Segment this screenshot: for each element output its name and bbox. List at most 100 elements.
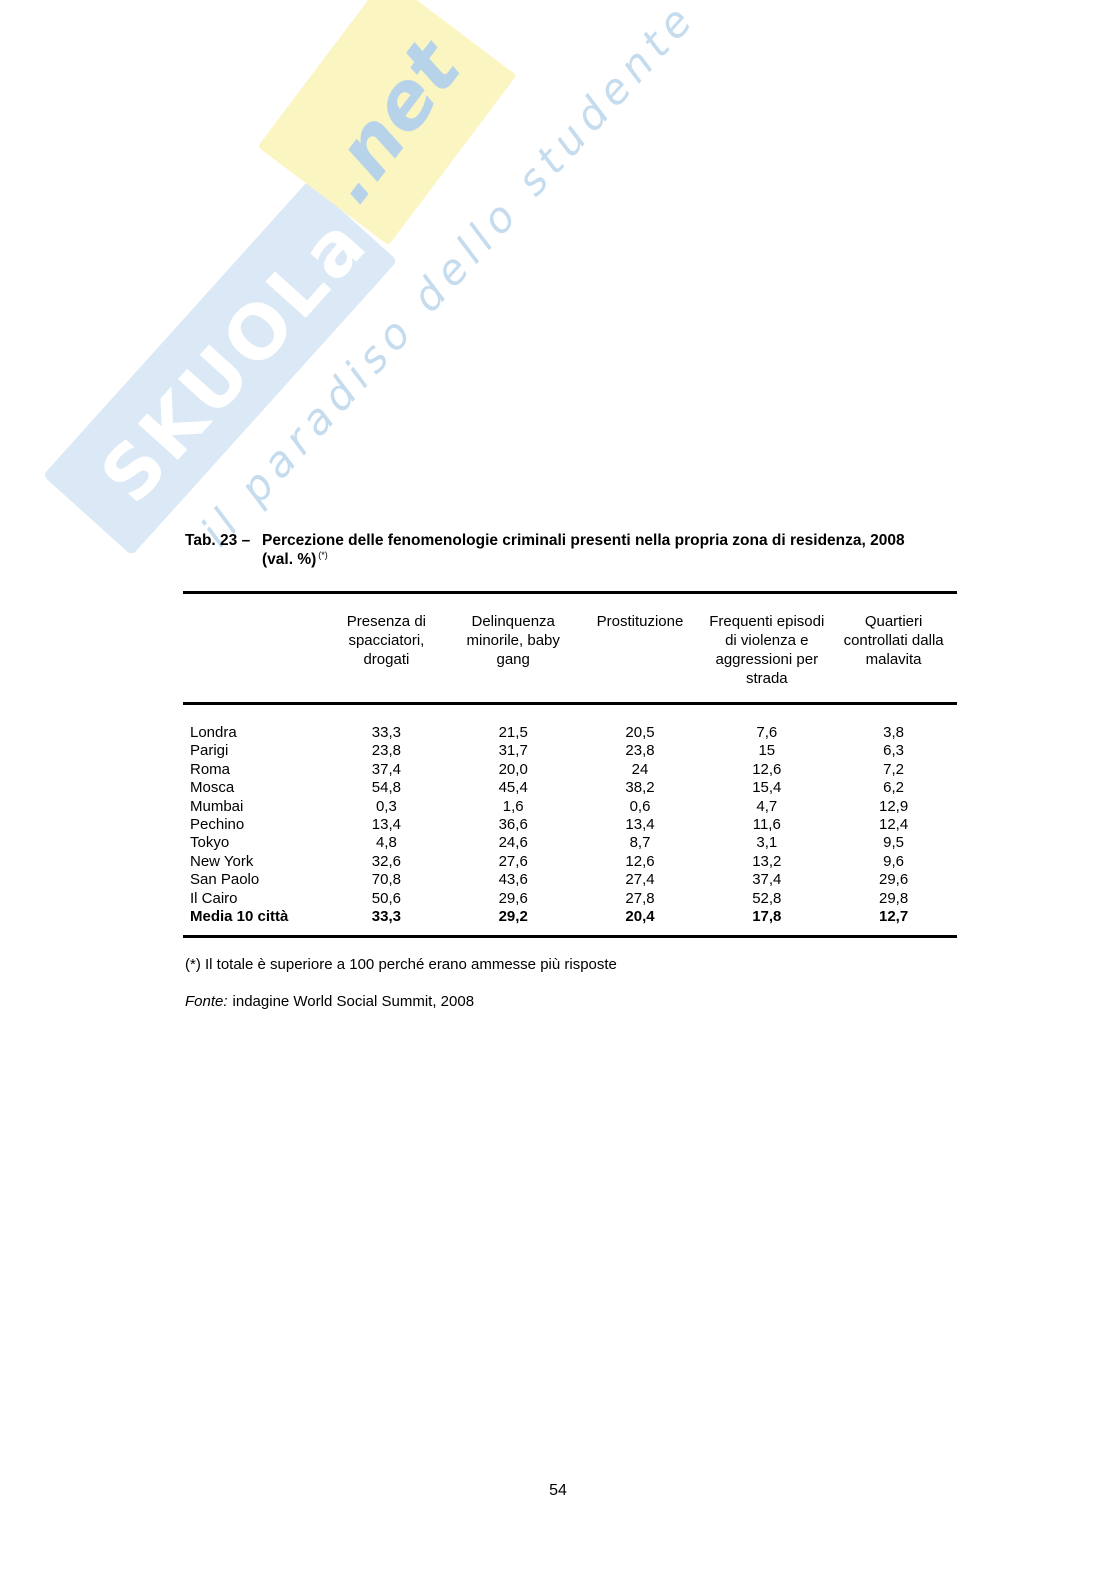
table-caption-label: Tab. 23 – — [185, 532, 251, 549]
value-cell: 15,4 — [752, 779, 782, 797]
table-header-row: Presenza di spacciatori, drogati Delinque… — [183, 592, 957, 705]
value-cell: 32,6 — [371, 852, 401, 870]
value-cell: 7,2 — [883, 760, 905, 778]
value-cell: 13,2 — [752, 852, 782, 870]
source-text: indagine World Social Summit, 2008 — [232, 993, 475, 1010]
value-cell: 0,6 — [629, 797, 651, 815]
net-logo-text: .net — [257, 0, 518, 246]
value-cell: 20,5 — [625, 724, 655, 741]
table-head: Presenza di spacciatori, drogati Delinque… — [183, 592, 957, 705]
column-header: Prostituzione — [576, 592, 704, 705]
table-row: Pechino 13,4 36,6 13,4 11,6 12,4 — [183, 816, 957, 834]
watermark-tagline: il paradiso dello studente — [191, 0, 706, 556]
value-cell: 8,7 — [629, 834, 651, 852]
value-cell: 12,7 — [878, 908, 909, 926]
table-caption-body: Percezione delle fenomenologie criminali… — [262, 531, 905, 569]
value-cell: 27,4 — [625, 871, 655, 889]
value-cell: 21,5 — [498, 724, 528, 741]
skuola-logo-text: SKUOLa — [42, 180, 398, 556]
value-cell: 52,8 — [752, 889, 782, 907]
table-row: Parigi 23,8 31,7 23,8 15 6,3 — [183, 742, 957, 760]
row-label: Parigi — [190, 742, 229, 760]
value-cell: 33,3 — [371, 908, 401, 926]
value-cell: 29,6 — [878, 871, 909, 889]
value-cell: 15 — [758, 742, 776, 760]
total-row: Media 10 città 33,3 29,2 20,4 17,8 12,7 — [183, 908, 957, 937]
table-row: New York 32,6 27,6 12,6 13,2 9,6 — [183, 853, 957, 871]
value-cell: 6,2 — [883, 779, 905, 797]
value-cell: 12,6 — [752, 760, 782, 778]
value-cell: 12,9 — [878, 797, 909, 815]
value-cell: 70,8 — [371, 871, 401, 889]
value-cell: 27,6 — [498, 852, 528, 870]
table-body: Londra 33,3 21,5 20,5 7,6 3,8 Parigi 23,8 31,7 23… — [183, 704, 957, 937]
value-cell: 3,8 — [883, 724, 905, 741]
value-cell: 12,6 — [625, 852, 655, 870]
value-cell: 17,8 — [752, 908, 782, 926]
corner-cell — [183, 592, 323, 705]
table-caption-title: Percezione delle fenomenologie criminali… — [262, 532, 905, 549]
value-cell: 43,6 — [498, 871, 528, 889]
value-cell: 29,8 — [878, 889, 909, 907]
table-row: Mosca 54,8 45,4 38,2 15,4 6,2 — [183, 779, 957, 797]
source-label: Fonte: — [185, 993, 228, 1010]
column-header: Presenza di spacciatori, drogati — [323, 592, 450, 705]
page-number: 54 — [549, 1482, 567, 1499]
row-label: Pechino — [190, 816, 245, 834]
footnote-marker: (*) — [318, 549, 328, 560]
value-cell: 33,3 — [371, 724, 401, 741]
column-header: Frequenti episodi di violenza e aggressi… — [703, 592, 831, 705]
value-cell: 37,4 — [371, 760, 401, 778]
table-footnote: (*) Il totale è superiore a 100 perché e… — [185, 956, 617, 973]
value-cell: 11,6 — [752, 816, 781, 834]
value-cell: 6,3 — [883, 742, 905, 760]
source-line: Fonte: indagine World Social Summit, 2008 — [185, 993, 474, 1010]
value-cell: 4,8 — [375, 834, 397, 852]
skuola-net-watermark: SKUOLa .net il paradiso dello studente — [10, 0, 706, 603]
data-table: Presenza di spacciatori, drogati Delinque… — [183, 591, 957, 939]
value-cell: 29,2 — [498, 908, 528, 926]
watermark-band: SKUOLa .net — [10, 0, 653, 556]
row-label: New York — [190, 852, 254, 870]
value-cell: 20,0 — [498, 760, 528, 778]
table-row: Londra 33,3 21,5 20,5 7,6 3,8 — [183, 704, 957, 743]
value-cell: 36,6 — [498, 816, 528, 834]
value-cell: 3,1 — [756, 834, 778, 852]
table-row: Tokyo 4,8 24,6 8,7 3,1 9,5 — [183, 834, 957, 852]
table-row: Roma 37,4 20,0 24 12,6 7,2 — [183, 761, 957, 779]
value-cell: 1,6 — [502, 797, 524, 815]
value-cell: 20,4 — [625, 908, 655, 926]
value-cell: 13,4 — [371, 816, 401, 834]
row-label: Roma — [190, 760, 231, 778]
column-header: Quartieri controllati dalla malavita — [830, 592, 957, 705]
value-cell: 29,6 — [498, 889, 528, 907]
value-cell: 23,8 — [371, 742, 401, 760]
table-row: Il Cairo 50,6 29,6 27,8 52,8 29,8 — [183, 890, 957, 908]
column-header: Delinquenza minorile, baby gang — [449, 592, 577, 705]
table-caption-subtitle: (val. %) — [262, 551, 317, 568]
value-cell: 12,4 — [878, 816, 909, 834]
value-cell: 13,4 — [625, 816, 655, 834]
value-cell: 7,6 — [756, 724, 778, 741]
value-cell: 24,6 — [498, 834, 528, 852]
value-cell: 45,4 — [498, 779, 528, 797]
row-label: Tokyo — [190, 834, 230, 852]
value-cell: 23,8 — [625, 742, 655, 760]
table-caption: Tab. 23 – Percezione delle fenomenologie… — [185, 531, 957, 569]
value-cell: 0,3 — [375, 797, 397, 815]
value-cell: 31,7 — [498, 742, 528, 760]
value-cell: 37,4 — [752, 871, 782, 889]
row-label: Mosca — [190, 779, 235, 797]
value-cell: 54,8 — [371, 779, 401, 797]
row-label: Il Cairo — [190, 889, 238, 907]
row-label: Media 10 città — [190, 908, 289, 926]
row-label: San Paolo — [190, 871, 260, 889]
value-cell: 9,6 — [883, 852, 905, 870]
value-cell: 9,5 — [883, 834, 905, 852]
row-label: Mumbai — [190, 797, 244, 815]
value-cell: 4,7 — [756, 797, 778, 815]
row-label: Londra — [190, 724, 237, 741]
value-cell: 24 — [631, 760, 649, 778]
value-cell: 50,6 — [371, 889, 401, 907]
value-cell: 38,2 — [625, 779, 655, 797]
